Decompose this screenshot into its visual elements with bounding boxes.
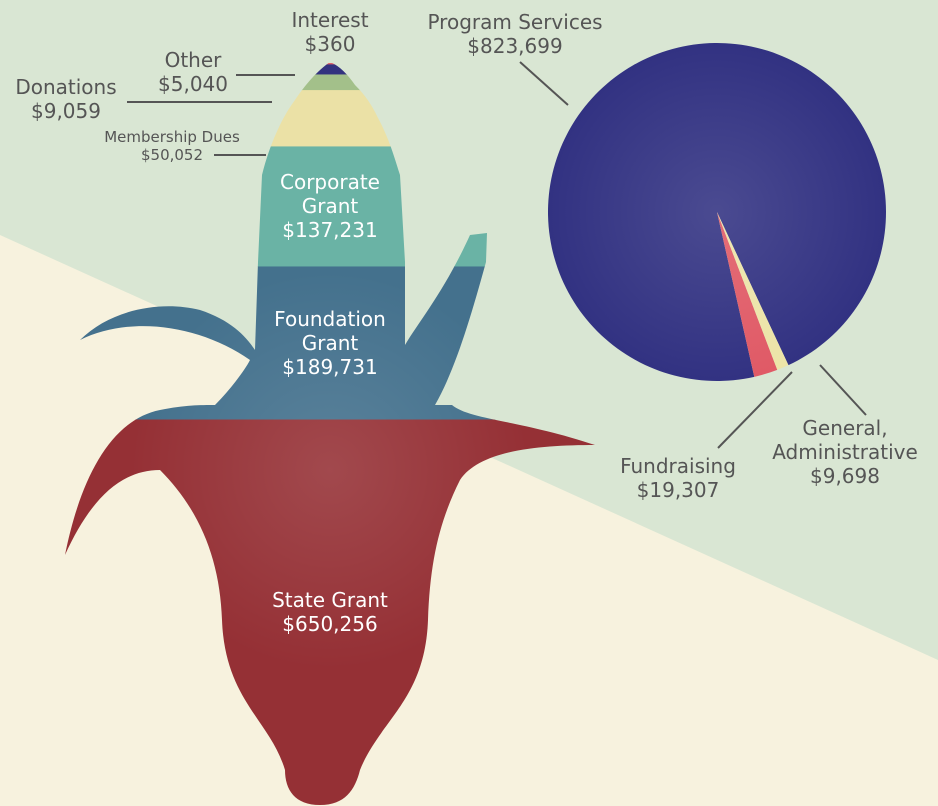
value-label: $650,256	[255, 612, 405, 636]
category-label: Donations	[15, 75, 116, 99]
label: Donations$9,059	[15, 75, 116, 123]
category-label: Program Services	[427, 10, 602, 34]
label: Membership Dues$50,052	[104, 128, 240, 164]
label: State Grant$650,256	[255, 588, 405, 636]
category-label: Corporate Grant	[255, 170, 405, 218]
infographic	[0, 0, 938, 806]
category-label: Foundation Grant	[255, 307, 405, 355]
label: Program Services$823,699	[427, 10, 602, 58]
label: Corporate Grant$137,231	[255, 170, 405, 242]
label: Fundraising$19,307	[620, 454, 736, 502]
label: Other$5,040	[158, 48, 228, 96]
value-label: $823,699	[427, 34, 602, 58]
category-label: Other	[158, 48, 228, 72]
label: Interest$360	[291, 8, 368, 56]
category-label: General, Administrative	[760, 416, 930, 464]
label: General, Administrative$9,698	[760, 416, 930, 488]
category-label: Membership Dues	[104, 128, 240, 146]
highlight	[548, 43, 886, 381]
category-label: State Grant	[255, 588, 405, 612]
value-label: $360	[291, 32, 368, 56]
category-label: Interest	[291, 8, 368, 32]
value-label: $9,698	[760, 464, 930, 488]
value-label: $19,307	[620, 478, 736, 502]
label: Foundation Grant$189,731	[255, 307, 405, 379]
category-label: Fundraising	[620, 454, 736, 478]
pie	[548, 43, 886, 381]
page: Interest$360 Other$5,040 Donations$9,059 Me…	[0, 0, 938, 806]
value-label: $189,731	[255, 355, 405, 379]
value-label: $137,231	[255, 218, 405, 242]
value-label: $5,040	[158, 72, 228, 96]
value-label: $9,059	[15, 99, 116, 123]
value-label: $50,052	[104, 146, 240, 164]
